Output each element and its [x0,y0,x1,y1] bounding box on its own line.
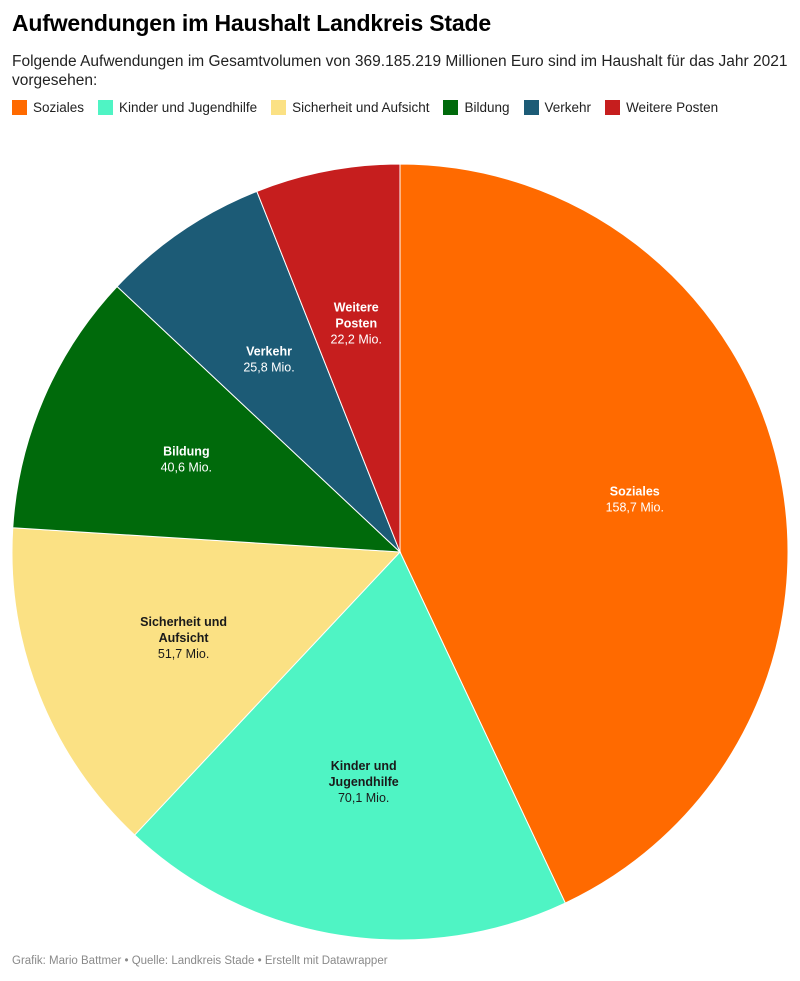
legend-label: Soziales [33,100,85,115]
pie-chart: Soziales 158,7 Mio. Kinder und Jugendhilfe 7… [0,140,800,940]
pie-slice-bildung [12,285,402,553]
slice-label-sicherheit-und-aufsicht: Aufsicht [159,631,210,645]
legend-label: Kinder und Jugendhilfe [119,100,258,115]
slice-value-bildung: 40,6 Mio. [161,461,212,475]
slice-value-weitere-posten: 22,2 Mio. [331,332,382,346]
slice-value-soziales: 158,7 Mio. [606,500,664,514]
slice-label-verkehr: Verkehr [246,345,292,359]
slice-label-weitere-posten: Weitere [334,300,379,314]
legend-label: Sicherheit und Aufsicht [292,100,430,115]
slice-label-soziales: Soziales [610,484,660,498]
legend-label: Weitere Posten [626,100,719,115]
legend-item-kinder-und-jugendhilfe: Kinder und Jugendhilfe [98,100,257,115]
legend-swatch [443,100,459,115]
pie-chart-svg: Soziales 158,7 Mio. Kinder und Jugendhilfe 7… [11,163,789,940]
slice-label-bildung: Bildung [163,445,210,459]
legend: Soziales Kinder und Jugendhilfe Sicherheit… [12,100,732,115]
slice-label-weitere-posten: Posten [335,316,377,330]
legend-item-soziales: Soziales [12,100,84,115]
legend-item-sicherheit-und-aufsicht: Sicherheit und Aufsicht [271,100,429,115]
slice-value-sicherheit-und-aufsicht: 51,7 Mio. [158,647,209,661]
pie-slice-verkehr [116,190,401,553]
slice-value-kinder-und-jugendhilfe: 70,1 Mio. [338,791,389,805]
legend-swatch [271,100,287,115]
legend-label: Bildung [464,100,510,115]
chart-footer: Grafik: Mario Battmer • Quelle: Landkrei… [12,955,388,967]
legend-swatch [605,100,621,115]
legend-label: Verkehr [544,100,592,115]
slice-label-sicherheit-und-aufsicht: Sicherheit und [140,615,227,629]
pie-slice-kinder-und-jugendhilfe [133,551,566,940]
legend-swatch [12,100,27,115]
pie-slice-sicherheit-und-aufsicht [11,527,402,836]
legend-item-weitere-posten: Weitere Posten [605,100,718,115]
pie-slice-weitere-posten [256,163,401,553]
legend-item-verkehr: Verkehr [523,100,592,115]
legend-item-bildung: Bildung [443,100,510,115]
legend-swatch [523,100,539,115]
chart-subtitle: Folgende Aufwendungen im Gesamtvolumen v… [12,53,788,89]
slice-label-kinder-und-jugendhilfe: Jugendhilfe [329,775,399,789]
slice-label-kinder-und-jugendhilfe: Kinder und [331,759,397,773]
chart-title: Aufwendungen im Haushalt Landkreis Stade [12,10,491,36]
pie-slice-soziales [399,163,789,904]
slice-value-verkehr: 25,8 Mio. [243,361,294,375]
legend-swatch [98,100,114,115]
